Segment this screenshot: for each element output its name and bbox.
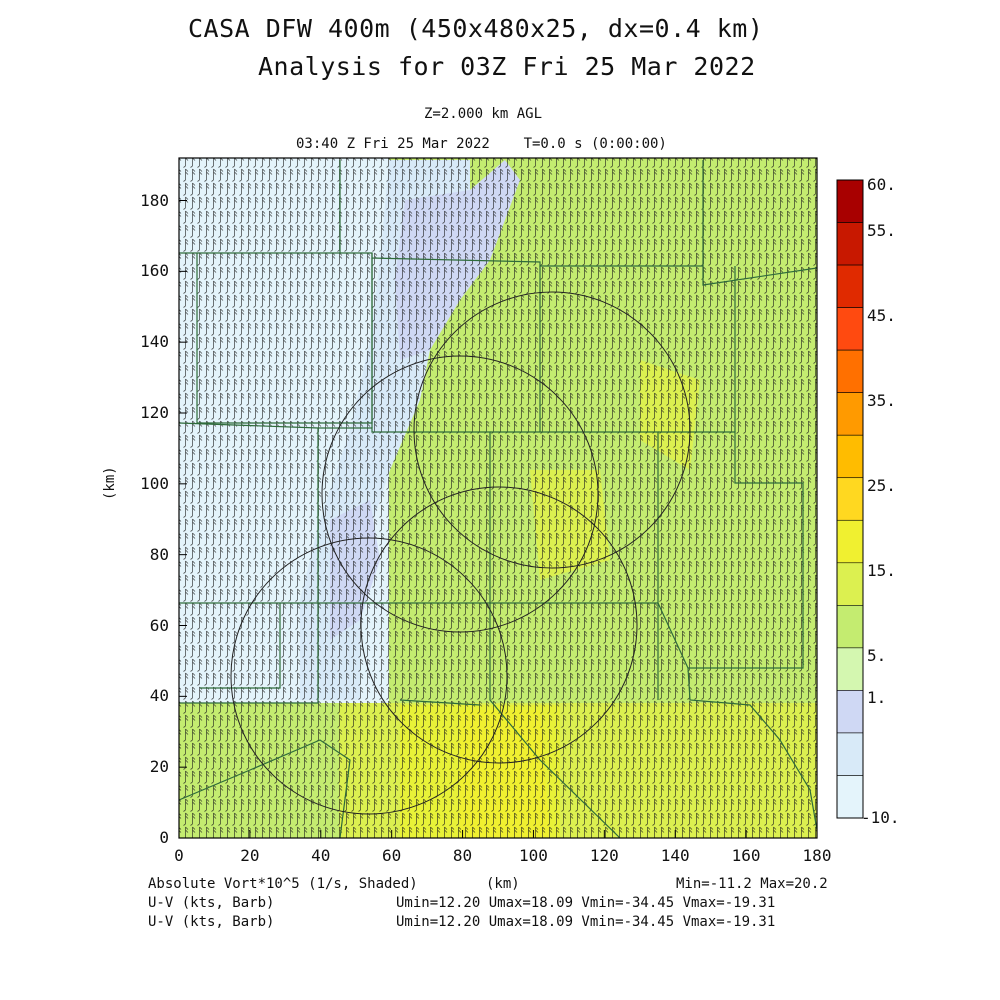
y-axis-label: (km) [102, 466, 118, 500]
y-tick-label: 20 [149, 757, 169, 777]
y-tick-label: 100 [140, 473, 169, 493]
y-tick-label: 0 [159, 828, 169, 847]
colorbar-swatch [836, 179, 864, 223]
field-label: Absolute Vort*10^5 (1/s, Shaded) [148, 876, 418, 892]
colorbar-swatch [836, 647, 864, 691]
x-tick-label: 140 [660, 846, 690, 865]
plot-frame [178, 157, 818, 839]
x-tick-label: 20 [240, 846, 260, 865]
vorticity-shading [179, 158, 817, 838]
y-tick-label: 80 [149, 544, 169, 564]
x-tick-label: 40 [311, 846, 331, 865]
y-tick-label: 120 [140, 403, 169, 422]
colorbar-swatch [836, 264, 864, 308]
plot-title-line2: Analysis for 03Z Fri 25 Mar 2022 [258, 52, 756, 81]
plot-title-line1: CASA DFW 400m (450x480x25, dx=0.4 km) [188, 14, 764, 43]
colorbar-swatch [836, 222, 864, 266]
colorbar-tick-label: 5. [867, 645, 887, 665]
colorbar-swatch [836, 477, 864, 521]
colorbar-swatch [836, 690, 864, 734]
y-tick-label: 160 [140, 261, 169, 281]
colorbar-swatch [836, 605, 864, 649]
colorbar-frame [836, 179, 864, 819]
colorbar-swatch [836, 307, 864, 351]
x-tick-label: 60 [382, 846, 402, 865]
colorbar-tick-label: 15. [867, 560, 896, 580]
barb2-label: U-V (kts, Barb) [148, 914, 275, 930]
y-tick-label: 60 [149, 615, 169, 635]
county-boundaries [179, 160, 817, 838]
colorbar-swatch [836, 349, 864, 393]
x-tick-label: 120 [589, 846, 619, 865]
colorbar-swatch [836, 392, 864, 436]
colorbar-swatch [836, 732, 864, 776]
colorbar [836, 179, 864, 819]
x-axis-label: (km) [486, 876, 520, 892]
x-tick-label: 160 [731, 846, 761, 865]
valid-time-label: 03:40 Z Fri 25 Mar 2022 T=0.0 s (0:00:00… [296, 136, 667, 152]
x-tick-label: 180 [802, 846, 832, 865]
colorbar-tick-label: 1. [867, 688, 887, 708]
axis-ticks [178, 200, 818, 839]
y-tick-label: 40 [149, 686, 169, 706]
colorbar-tick-label: 45. [867, 305, 896, 325]
radar-range-rings [230, 291, 691, 815]
x-tick-label: 80 [452, 846, 473, 865]
y-tick-label: 180 [140, 190, 169, 210]
min-max-label: Min=-11.2 Max=20.2 [676, 876, 828, 892]
y-tick-label: 140 [140, 332, 169, 352]
colorbar-tick-label: 60. [867, 175, 896, 194]
colorbar-swatch [836, 775, 864, 819]
x-tick-label: 100 [518, 846, 548, 865]
colorbar-tick-label: 55. [867, 220, 896, 240]
colorbar-tick-label: 35. [867, 390, 896, 410]
x-tick-label: 0 [174, 846, 184, 865]
colorbar-tick-label: 25. [867, 475, 896, 495]
colorbar-swatch [836, 562, 864, 606]
colorbar-tick-label: -10. [861, 808, 900, 827]
colorbar-swatch [836, 519, 864, 564]
colorbar-swatch [836, 434, 864, 479]
barb2-stats: Umin=12.20 Umax=18.09 Vmin=-34.45 Vmax=-… [396, 914, 776, 930]
barb1-stats: Umin=12.20 Umax=18.09 Vmin=-34.45 Vmax=-… [396, 895, 776, 911]
level-label: Z=2.000 km AGL [424, 106, 543, 122]
barb1-label: U-V (kts, Barb) [148, 895, 275, 911]
